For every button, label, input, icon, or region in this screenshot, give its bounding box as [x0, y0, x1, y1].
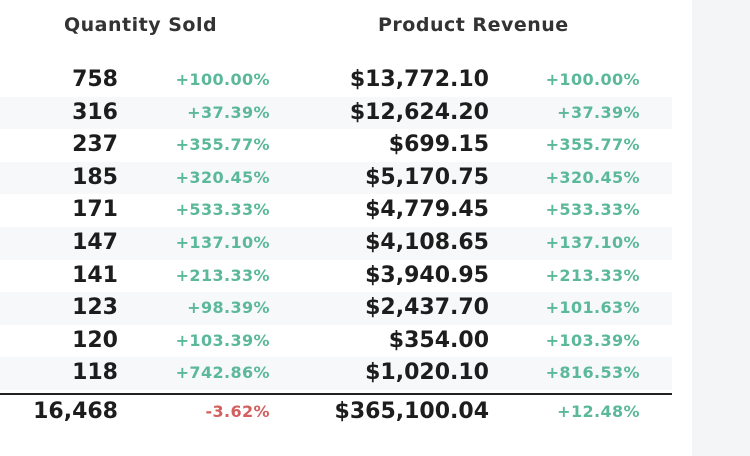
- quantity-cell: 120: [72, 327, 118, 353]
- product-revenue-header: Product Revenue: [378, 14, 569, 36]
- table-row: 123 +98.39% $2,437.70 +101.63%: [0, 292, 672, 325]
- quantity-change-cell: +320.45%: [175, 167, 270, 187]
- revenue-change-cell: +101.63%: [545, 298, 640, 318]
- revenue-cell: $699.15: [388, 132, 489, 158]
- table-row: 237 +355.77% $699.15 +355.77%: [0, 129, 672, 162]
- quantity-cell: 147: [72, 229, 118, 255]
- table-body: 758 +100.00% $13,772.10 +100.00% 316 +37.39% $…: [0, 64, 672, 390]
- quantity-change-cell: +37.39%: [187, 102, 270, 122]
- total-revenue: $365,100.04: [334, 399, 489, 424]
- revenue-cell: $354.00: [388, 327, 489, 353]
- revenue-cell: $12,624.20: [349, 99, 489, 125]
- revenue-change-cell: +100.00%: [545, 70, 640, 89]
- revenue-cell: $3,940.95: [365, 262, 489, 288]
- revenue-change-cell: +37.39%: [557, 102, 640, 122]
- revenue-cell: $4,779.45: [365, 197, 489, 223]
- quantity-change-cell: +742.86%: [175, 363, 270, 383]
- quantity-cell: 171: [72, 197, 118, 223]
- total-revenue-change: +12.48%: [557, 402, 640, 421]
- quantity-change-cell: +355.77%: [175, 135, 270, 155]
- product-performance-table: Quantity Sold Product Revenue 758 +100.00…: [0, 0, 692, 456]
- quantity-cell: 185: [72, 164, 118, 190]
- revenue-cell: $1,020.10: [365, 360, 489, 386]
- revenue-cell: $4,108.65: [365, 229, 489, 255]
- quantity-sold-header: Quantity Sold: [64, 14, 218, 36]
- revenue-change-cell: +816.53%: [545, 363, 640, 383]
- total-quantity-change: -3.62%: [205, 402, 270, 421]
- revenue-cell: $5,170.75: [365, 164, 489, 190]
- quantity-cell: 237: [72, 132, 118, 158]
- table-row: 316 +37.39% $12,624.20 +37.39%: [0, 96, 672, 130]
- table-row: 118 +742.86% $1,020.10 +816.53%: [0, 357, 672, 390]
- revenue-change-cell: +137.10%: [545, 232, 640, 252]
- table-row: 758 +100.00% $13,772.10 +100.00%: [0, 64, 672, 97]
- quantity-cell: 758: [72, 67, 118, 92]
- table-row: 120 +103.39% $354.00 +103.39%: [0, 325, 672, 358]
- table-row: 171 +533.33% $4,779.45 +533.33%: [0, 194, 672, 227]
- quantity-change-cell: +98.39%: [187, 298, 270, 318]
- revenue-change-cell: +355.77%: [545, 135, 640, 155]
- table-row: 185 +320.45% $5,170.75 +320.45%: [0, 161, 672, 195]
- quantity-cell: 141: [72, 262, 118, 288]
- total-divider: [0, 393, 672, 395]
- quantity-change-cell: +137.10%: [175, 232, 270, 252]
- table-row: 141 +213.33% $3,940.95 +213.33%: [0, 260, 672, 293]
- revenue-cell: $13,772.10: [349, 67, 489, 92]
- revenue-change-cell: +213.33%: [545, 265, 640, 285]
- revenue-change-cell: +320.45%: [545, 167, 640, 187]
- quantity-change-cell: +213.33%: [175, 265, 270, 285]
- revenue-cell: $2,437.70: [365, 295, 489, 321]
- total-quantity: 16,468: [33, 399, 118, 424]
- total-row: 16,468 -3.62% $365,100.04 +12.48%: [0, 396, 672, 428]
- revenue-change-cell: +103.39%: [545, 330, 640, 350]
- quantity-cell: 123: [72, 295, 118, 321]
- table-row: 147 +137.10% $4,108.65 +137.10%: [0, 226, 672, 260]
- quantity-change-cell: +103.39%: [175, 330, 270, 350]
- quantity-cell: 118: [72, 360, 118, 386]
- quantity-cell: 316: [72, 99, 118, 125]
- quantity-change-cell: +100.00%: [175, 70, 270, 89]
- quantity-change-cell: +533.33%: [175, 200, 270, 220]
- revenue-change-cell: +533.33%: [545, 200, 640, 220]
